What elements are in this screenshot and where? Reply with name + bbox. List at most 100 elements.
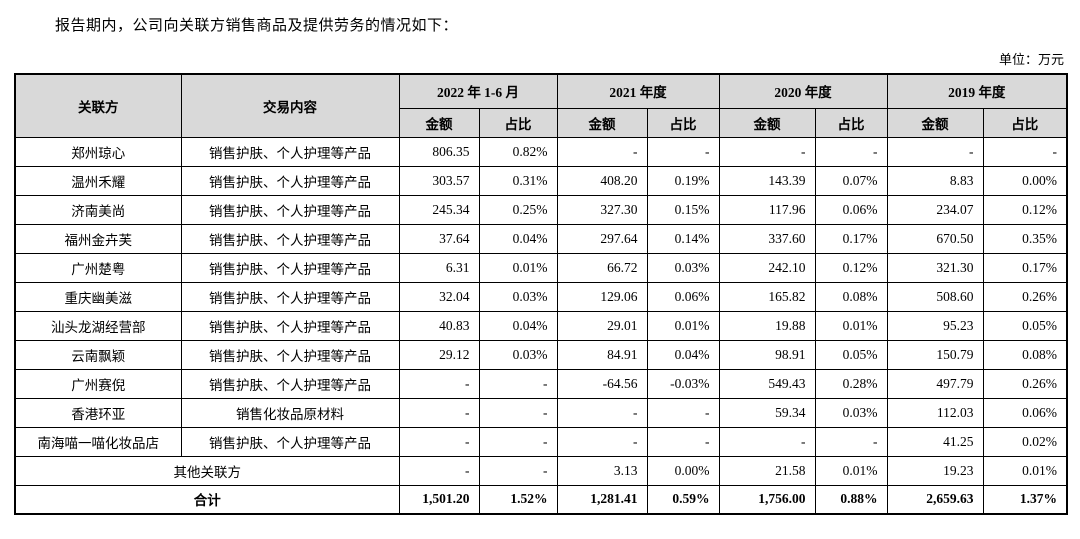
- amount-cell: 143.39: [718, 165, 816, 196]
- ratio-cell: -: [478, 368, 558, 399]
- amount-cell: 3.13: [556, 455, 648, 486]
- ratio-cell: 0.07%: [814, 165, 888, 196]
- amount-cell: 297.64: [556, 223, 648, 254]
- header-period-2021: 2021 年度: [556, 73, 720, 109]
- amount-cell: 21.58: [718, 455, 816, 486]
- ratio-cell: 0.06%: [982, 397, 1068, 428]
- amount-cell: -: [556, 136, 648, 167]
- transaction-content-cell: 销售护肤、个人护理等产品: [180, 281, 400, 312]
- ratio-cell: 1.52%: [478, 484, 558, 515]
- ratio-cell: 1.37%: [982, 484, 1068, 515]
- ratio-cell: 0.17%: [982, 252, 1068, 283]
- ratio-cell: -: [814, 426, 888, 457]
- table-row: 郑州琼心 销售护肤、个人护理等产品 806.35 0.82% - - - - - -: [14, 136, 1068, 167]
- ratio-cell: 0.35%: [982, 223, 1068, 254]
- ratio-cell: 0.03%: [478, 339, 558, 370]
- ratio-cell: 0.26%: [982, 368, 1068, 399]
- amount-cell: 32.04: [398, 281, 480, 312]
- amount-cell: -: [886, 136, 984, 167]
- ratio-cell: 0.26%: [982, 281, 1068, 312]
- amount-cell: 37.64: [398, 223, 480, 254]
- header-period-2022h1: 2022 年 1-6 月: [398, 73, 558, 109]
- amount-cell: 497.79: [886, 368, 984, 399]
- transaction-content-cell: 销售护肤、个人护理等产品: [180, 426, 400, 457]
- table-row: 福州金卉芙 销售护肤、个人护理等产品 37.64 0.04% 297.64 0.14% 33…: [14, 223, 1068, 254]
- related-party-cell: 重庆幽美滋: [14, 281, 182, 312]
- header-ratio-2019: 占比: [982, 107, 1068, 138]
- ratio-cell: 0.06%: [646, 281, 720, 312]
- transaction-content-cell: 销售护肤、个人护理等产品: [180, 136, 400, 167]
- table-row: 温州禾耀 销售护肤、个人护理等产品 303.57 0.31% 408.20 0.19% 14…: [14, 165, 1068, 196]
- amount-cell: 327.30: [556, 194, 648, 225]
- ratio-cell: 0.08%: [982, 339, 1068, 370]
- transaction-content-cell: 销售护肤、个人护理等产品: [180, 252, 400, 283]
- amount-cell: 165.82: [718, 281, 816, 312]
- table-row: 南海喵一喵化妆品店 销售护肤、个人护理等产品 - - - - - -41.25 0.02%: [14, 426, 1068, 457]
- unit-label: 单位：万元: [998, 52, 1064, 67]
- table-row: 广州楚粤 销售护肤、个人护理等产品 6.31 0.01% 66.72 0.03% 242.1…: [14, 252, 1068, 283]
- ratio-cell: 0.03%: [478, 281, 558, 312]
- header-row-measures: 金额 占比 金额 占比 金额 占比 金额 占比: [15, 107, 1068, 138]
- amount-cell: 337.60: [718, 223, 816, 254]
- header-amount-2021: 金额: [556, 107, 648, 138]
- amount-cell: 6.31: [398, 252, 480, 283]
- header-amount-2022h1: 金额: [398, 107, 480, 138]
- table-row: 云南飘颖 销售护肤、个人护理等产品 29.12 0.03% 84.91 0.04% 98.9…: [14, 339, 1068, 370]
- amount-cell: -: [556, 426, 648, 457]
- transaction-content-cell: 销售化妆品原材料: [180, 397, 400, 428]
- ratio-cell: 0.02%: [982, 426, 1068, 457]
- amount-cell: 408.20: [556, 165, 648, 196]
- ratio-cell: 0.01%: [814, 310, 888, 341]
- amount-cell: 41.25: [886, 426, 984, 457]
- header-transaction-content: 交易内容: [180, 73, 400, 138]
- amount-cell: 245.34: [398, 194, 480, 225]
- ratio-cell: 0.01%: [982, 455, 1068, 486]
- amount-cell: -: [398, 368, 480, 399]
- amount-cell: 19.88: [718, 310, 816, 341]
- related-party-cell: 广州赛倪: [14, 368, 182, 399]
- ratio-cell: 0.19%: [646, 165, 720, 196]
- other-related-parties-row: 其他关联方 - -3.13 0.00% 21.58 0.01% 19.23 0.01%: [14, 455, 1068, 486]
- ratio-cell: 0.05%: [982, 310, 1068, 341]
- amount-cell: -: [398, 426, 480, 457]
- amount-cell: -64.56: [556, 368, 648, 399]
- table-body: 郑州琼心 销售护肤、个人护理等产品 806.35 0.82% - - - - - - 温州禾耀 销售护…: [14, 136, 1068, 515]
- ratio-cell: 0.01%: [814, 455, 888, 486]
- ratio-cell: -: [814, 136, 888, 167]
- amount-cell: 1,501.20: [398, 484, 480, 515]
- amount-cell: 321.30: [886, 252, 984, 283]
- amount-cell: 29.01: [556, 310, 648, 341]
- ratio-cell: 0.00%: [982, 165, 1068, 196]
- header-ratio-2022h1: 占比: [478, 107, 558, 138]
- header-amount-2019: 金额: [886, 107, 984, 138]
- ratio-cell: 0.88%: [814, 484, 888, 515]
- amount-cell: -: [398, 455, 480, 486]
- ratio-cell: -: [478, 455, 558, 486]
- ratio-cell: 0.28%: [814, 368, 888, 399]
- related-party-cell: 云南飘颖: [14, 339, 182, 370]
- ratio-cell: -: [478, 397, 558, 428]
- related-party-cell: 济南美尚: [14, 194, 182, 225]
- amount-cell: 508.60: [886, 281, 984, 312]
- ratio-cell: -: [982, 136, 1068, 167]
- amount-cell: 2,659.63: [886, 484, 984, 515]
- amount-cell: 242.10: [718, 252, 816, 283]
- ratio-cell: -: [646, 136, 720, 167]
- amount-cell: 40.83: [398, 310, 480, 341]
- amount-cell: 8.83: [886, 165, 984, 196]
- amount-cell: 66.72: [556, 252, 648, 283]
- related-party-cell: 郑州琼心: [14, 136, 182, 167]
- ratio-cell: -0.03%: [646, 368, 720, 399]
- related-party-cell: 南海喵一喵化妆品店: [14, 426, 182, 457]
- other-related-parties-label: 其他关联方: [14, 455, 400, 486]
- ratio-cell: 0.03%: [646, 252, 720, 283]
- header-ratio-2020: 占比: [814, 107, 888, 138]
- transaction-content-cell: 销售护肤、个人护理等产品: [180, 223, 400, 254]
- ratio-cell: 0.04%: [478, 223, 558, 254]
- ratio-cell: 0.31%: [478, 165, 558, 196]
- ratio-cell: 0.25%: [478, 194, 558, 225]
- table-row: 广州赛倪 销售护肤、个人护理等产品 - - -64.56 -0.03% 549.43 0.28…: [14, 368, 1068, 399]
- transaction-content-cell: 销售护肤、个人护理等产品: [180, 368, 400, 399]
- related-party-cell: 广州楚粤: [14, 252, 182, 283]
- ratio-cell: 0.17%: [814, 223, 888, 254]
